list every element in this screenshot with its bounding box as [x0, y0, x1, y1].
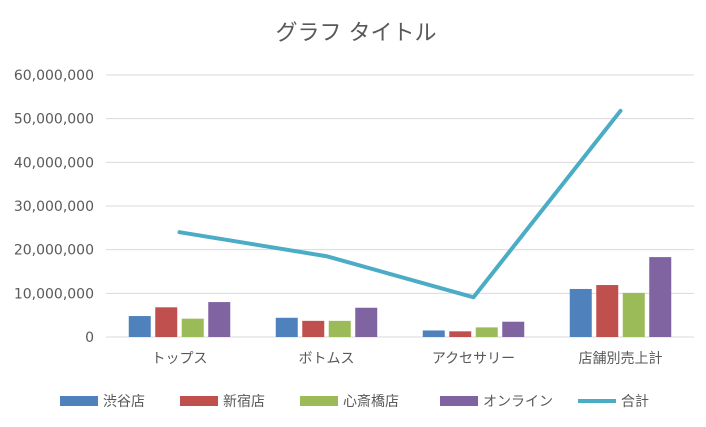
legend-swatch — [440, 396, 478, 406]
y-tick-label: 30,000,000 — [14, 199, 94, 215]
line-series — [177, 108, 623, 300]
y-tick-label: 40,000,000 — [14, 155, 94, 171]
y-axis-ticks: 0 10,000,000 20,000,000 30,000,000 40,000,00… — [14, 68, 94, 346]
line-point — [473, 296, 474, 298]
bar — [475, 327, 498, 337]
bar — [569, 288, 592, 337]
legend-label: 渋谷店 — [103, 394, 145, 410]
legend-swatch — [180, 396, 218, 406]
y-tick-label: 60,000,000 — [14, 68, 94, 84]
bar — [155, 307, 178, 337]
bar — [502, 321, 525, 337]
bar — [181, 318, 204, 337]
bar — [422, 330, 445, 337]
legend-label: 心斎橋店 — [343, 393, 399, 410]
bar — [622, 292, 645, 337]
line-point — [179, 231, 180, 233]
legend: 渋谷店 新宿店 心斎橋店 オンライン 合計 — [60, 393, 649, 410]
bar — [649, 257, 672, 337]
bar — [128, 316, 151, 337]
x-tick-label: トップス — [152, 351, 208, 367]
line-point — [620, 110, 621, 112]
chart-title: グラフ タイトル — [276, 21, 437, 46]
bars — [128, 257, 672, 337]
legend-swatch — [60, 396, 98, 406]
bar — [275, 317, 298, 337]
line-point — [326, 255, 327, 257]
total-line — [177, 108, 623, 300]
bar — [596, 285, 619, 337]
x-tick-label: アクセサリー — [432, 351, 515, 367]
legend-swatch — [300, 396, 338, 406]
bar — [302, 320, 325, 337]
y-tick-label: 50,000,000 — [14, 112, 94, 128]
x-tick-label: 店舗別売上計 — [579, 351, 663, 367]
legend-label: 合計 — [621, 394, 649, 410]
y-tick-label: 10,000,000 — [14, 286, 94, 302]
legend-label: オンライン — [483, 394, 553, 410]
y-tick-label: 20,000,000 — [14, 243, 94, 259]
bar — [328, 320, 351, 337]
bar — [355, 307, 378, 337]
legend-label: 新宿店 — [223, 393, 265, 410]
y-tick-label: 0 — [85, 330, 94, 346]
bar — [208, 302, 231, 337]
x-axis-ticks: トップス ボトムス アクセサリー 店舗別売上計 — [152, 351, 663, 367]
bar — [449, 331, 472, 337]
gridlines — [106, 74, 694, 338]
x-tick-label: ボトムス — [299, 351, 355, 367]
